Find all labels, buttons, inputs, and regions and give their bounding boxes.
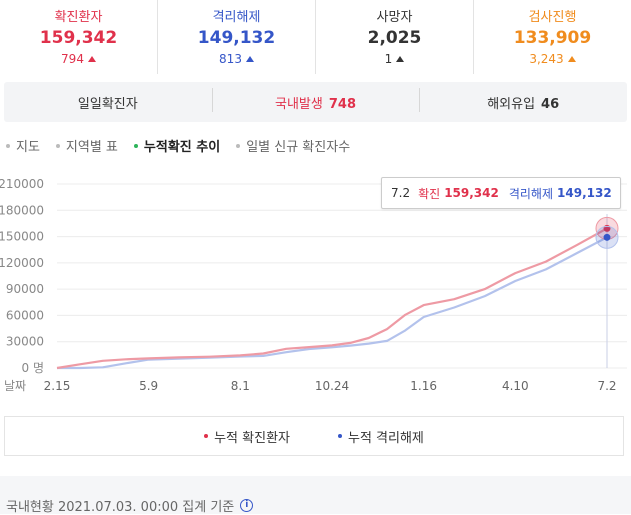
daily-label-text: 일일확진자 xyxy=(77,96,138,112)
y-tick-label: 60000 xyxy=(6,308,44,322)
x-tick-label: 5.9 xyxy=(139,379,158,393)
stat-delta: 1 xyxy=(316,52,473,66)
x-axis-label: 날짜 xyxy=(4,379,26,393)
tab-daily-new[interactable]: 일별 신규 확진자수 xyxy=(236,136,350,155)
overseas-label: 해외유입 xyxy=(487,96,536,112)
legend-released[interactable]: 누적 격리해제 xyxy=(338,427,424,446)
stat-value: 133,909 xyxy=(513,28,592,48)
stat-delta-value: 813 xyxy=(219,52,242,66)
x-tick-label: 2.15 xyxy=(44,379,71,393)
stat-label: 격리해제 xyxy=(212,10,261,25)
arrow-up-icon xyxy=(396,56,405,62)
bullet-icon xyxy=(6,143,10,148)
stat-delta-value: 1 xyxy=(384,52,393,66)
domestic-label: 국내발생 xyxy=(275,96,323,112)
domestic-cases: 국내발생 748 xyxy=(211,87,420,112)
bullet-icon xyxy=(133,143,138,148)
stat-deaths[interactable]: 사망자 2,025 1 xyxy=(316,0,474,74)
daily-label: 일일확진자 xyxy=(4,93,212,112)
stat-delta: 794 xyxy=(0,52,157,66)
x-tick-label: 1.16 xyxy=(410,379,437,393)
stat-delta: 813 xyxy=(158,52,315,66)
y-tick-label: 150000 xyxy=(0,230,44,244)
tab-label: 지역별 표 xyxy=(65,140,118,155)
stat-delta-value: 794 xyxy=(61,52,84,66)
tab-region-table[interactable]: 지역별 표 xyxy=(55,136,118,155)
footer: 국내현황 2021.07.03. 00:00 집계 기준 i xyxy=(6,496,254,515)
info-icon[interactable]: i xyxy=(240,499,254,512)
daily-summary-bar: 일일확진자 국내발생 748 해외유입 46 xyxy=(4,82,627,122)
tooltip-confirmed-value: 159,342 xyxy=(444,186,499,200)
stat-testing[interactable]: 검사진행 133,909 3,243 xyxy=(474,0,631,74)
x-tick-label: 4.10 xyxy=(502,379,529,393)
x-tick-label: 8.1 xyxy=(231,379,250,393)
y-tick-label: 90000 xyxy=(6,282,44,296)
y-tick-label: 180000 xyxy=(0,203,44,217)
legend-dot-icon xyxy=(338,434,342,438)
legend-confirmed[interactable]: 누적 확진환자 xyxy=(204,427,290,446)
chart-tooltip: 7.2 확진 159,342 격리해제 149,132 xyxy=(381,177,621,209)
stat-delta-value: 3,243 xyxy=(529,52,564,66)
y-tick-label: 210000 xyxy=(0,177,44,191)
tab-label: 일별 신규 확진자수 xyxy=(246,140,351,155)
stat-label: 검사진행 xyxy=(528,10,577,25)
arrow-up-icon xyxy=(567,56,576,62)
view-tabs: 지도 지역별 표 누적확진 추이 일별 신규 확진자수 xyxy=(6,136,366,155)
stat-label: 사망자 xyxy=(376,10,413,25)
legend-dot-icon xyxy=(204,434,209,438)
tooltip-released-label: 격리해제 xyxy=(508,186,554,201)
cumulative-chart[interactable]: 0 명 30000 60000 90000 120000 150000 180000 2100… xyxy=(0,170,631,400)
tab-label: 지도 xyxy=(16,140,40,155)
stat-released[interactable]: 격리해제 149,132 813 xyxy=(158,0,316,74)
arrow-up-icon xyxy=(245,56,254,62)
legend-label: 누적 격리해제 xyxy=(348,430,424,446)
overseas-cases: 해외유입 46 xyxy=(419,87,627,112)
y-tick-label: 30000 xyxy=(6,335,44,349)
released-end-point xyxy=(603,233,611,241)
stat-delta: 3,243 xyxy=(474,52,631,66)
confirmed-series-line xyxy=(56,227,608,370)
tab-label: 누적확진 추이 xyxy=(143,140,221,155)
legend-label: 누적 확진환자 xyxy=(214,430,290,446)
arrow-up-icon xyxy=(87,56,96,62)
footer-background xyxy=(0,476,631,514)
stat-label: 확진환자 xyxy=(54,10,103,25)
y-tick-label: 0 명 xyxy=(22,361,45,375)
x-tick-label: 7.2 xyxy=(597,379,616,393)
x-tick-label: 10.24 xyxy=(315,379,349,393)
tab-cumulative-trend[interactable]: 누적확진 추이 xyxy=(133,136,221,155)
stat-value: 2,025 xyxy=(367,28,422,48)
y-tick-label: 120000 xyxy=(0,256,44,270)
tooltip-confirmed-label: 확진 xyxy=(418,186,441,201)
tooltip-date: 7.2 xyxy=(391,186,411,200)
overseas-value: 46 xyxy=(541,96,560,112)
footer-text: 국내현황 2021.07.03. 00:00 집계 기준 xyxy=(6,500,235,515)
domestic-value: 748 xyxy=(328,96,356,112)
stats-row: 확진환자 159,342 794 격리해제 149,132 813 사망자 2,… xyxy=(0,0,631,74)
chart-legend: 누적 확진환자 누적 격리해제 xyxy=(4,416,624,456)
tooltip-released-value: 149,132 xyxy=(557,186,612,200)
bullet-icon xyxy=(55,143,60,148)
tab-map[interactable]: 지도 xyxy=(6,136,40,155)
bullet-icon xyxy=(236,143,241,148)
released-series-line xyxy=(57,236,608,370)
stat-confirmed[interactable]: 확진환자 159,342 794 xyxy=(0,0,158,74)
stat-value: 149,132 xyxy=(197,28,276,48)
stat-value: 159,342 xyxy=(39,28,118,48)
